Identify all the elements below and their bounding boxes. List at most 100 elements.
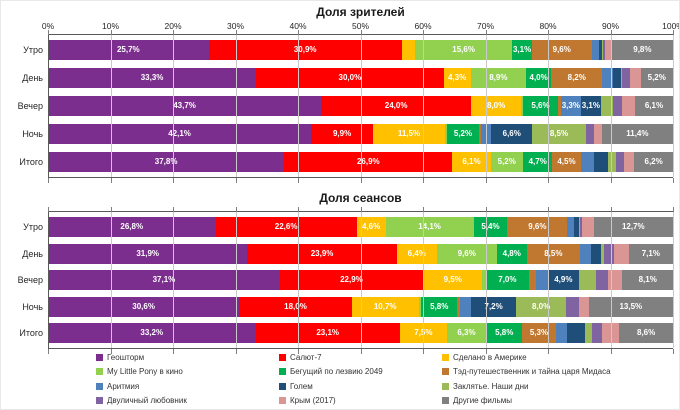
data-label: 6,2% [644, 157, 663, 166]
axis-tick [673, 207, 674, 212]
stacked-bar: 33,2%23,1%7,5%6,3%5,8%5,3%8,6% [48, 323, 673, 343]
legend-swatch-icon [442, 354, 449, 362]
x-axis-tick-label: 50% [351, 21, 370, 31]
bar-segment [620, 68, 623, 88]
axis-tick [485, 178, 487, 183]
stacked-bar: 42,1% 9,9% 11,5% 5,2% 6,6% 8,5% 11,4% [48, 124, 673, 144]
bar-segment [567, 217, 574, 237]
data-label: 4,3% [447, 73, 467, 82]
bar-segment [601, 40, 603, 60]
category-label: Ночь [22, 301, 43, 312]
bar-segment [613, 96, 623, 116]
axis-tick [298, 207, 299, 212]
legend-label: My Little Pony в кино [107, 367, 183, 377]
data-label: 5,2% [647, 73, 666, 82]
data-label: 33,2% [140, 328, 164, 337]
axis-tick [48, 30, 49, 35]
bar-segment [579, 243, 591, 264]
data-label: 22,6% [274, 222, 298, 231]
data-label: 5,8% [430, 301, 449, 311]
data-label: 4,7% [528, 157, 547, 166]
bar-segment: 5,8% [421, 296, 458, 317]
legend-swatch-icon [442, 382, 449, 390]
legend-item: Двуличный любовник [96, 395, 279, 406]
data-label: 4,6% [362, 222, 381, 231]
category-label: День [22, 73, 43, 83]
data-label: 15,6% [452, 45, 475, 54]
gridline [423, 35, 424, 177]
bar-segment: 4,7% [523, 152, 553, 172]
data-label: 5,4% [481, 222, 500, 231]
data-label: 6,1% [462, 157, 481, 166]
bar-segment: 4,8% [496, 243, 527, 264]
bar-segment: 6,1% [452, 152, 491, 172]
bar-segment: 10,7% [351, 296, 419, 317]
bar-segment: 8,1% [622, 270, 673, 290]
bar-segment: 31,9% [48, 243, 248, 264]
legend-swatch-icon [96, 368, 103, 376]
category-row: День 33,3% 30,0% 4,3% 8,9% 4,0% 8,2% 5,2% [22, 68, 673, 88]
bar-segment [521, 96, 523, 116]
category-row: Ночь 42,1% 9,9% 11,5% 5,2% 6,6% 8,5% 11,4% [22, 124, 673, 144]
bar-segment: 5,2% [640, 68, 673, 88]
legend-swatch-icon [279, 368, 286, 376]
x-axis-tick-label: 10% [101, 21, 120, 31]
axis-tick [235, 30, 237, 35]
x-axis-tick-label: 60% [414, 21, 432, 31]
bar-segment [555, 323, 567, 343]
y-axis-line [48, 35, 49, 177]
bar-segment [566, 323, 585, 343]
legend-item: Тэд-путешественник и тайна царя Мидаса [442, 366, 648, 377]
data-label: 4,8% [502, 248, 521, 258]
axis-tick [548, 30, 549, 35]
gridline [548, 212, 549, 348]
bar-segment: 4,6% [356, 217, 386, 237]
data-label: 23,1% [316, 328, 340, 337]
bar-segment: 3,1% [581, 96, 601, 116]
axis-tick [235, 178, 237, 183]
axis-tick [673, 178, 674, 183]
bar-segment [613, 68, 621, 88]
gridline [485, 35, 487, 177]
gridline [298, 212, 299, 348]
axis-tick [485, 207, 487, 212]
data-label: 5,2% [453, 129, 473, 138]
axis-tick [610, 349, 612, 354]
axis-tick [110, 178, 112, 183]
axis-tick [360, 30, 362, 35]
bar-segment [604, 40, 612, 60]
bar-segment: 9,8% [611, 40, 673, 60]
bar-segment: 12,7% [593, 217, 673, 237]
bar-segment [536, 270, 548, 290]
x-axis-tick-label: 0% [41, 21, 55, 31]
x-axis-tick-label: 30% [226, 21, 245, 31]
legend-label: Двуличный любовник [107, 395, 187, 405]
bar-segment [578, 296, 589, 317]
axis-tick [298, 30, 299, 35]
bar-segment: 5,3% [522, 323, 556, 343]
axis-tick [173, 207, 174, 212]
data-label: 7,2% [484, 301, 503, 311]
legend-item: Другие фильмы [442, 395, 648, 406]
bar-segment [600, 96, 613, 116]
bar-segment: 5,6% [523, 96, 558, 116]
legend-item: My Little Pony в кино [96, 366, 279, 377]
category-label: Утро [23, 45, 43, 55]
bar-segment: 24,0% [321, 96, 472, 116]
bar-segment: 6,3% [446, 323, 487, 343]
legend-label: Геошторм [107, 353, 145, 363]
category-label: Ночь [22, 129, 43, 139]
legend-item: Геошторм [96, 352, 279, 363]
data-label: 4,5% [557, 157, 576, 166]
bar-segment: 7,0% [485, 270, 530, 290]
bar-segment: 25,7% [48, 40, 209, 60]
bar-segment: 13,5% [588, 296, 673, 317]
data-label: 30,0% [338, 73, 362, 82]
gridline [610, 35, 612, 177]
data-label: 3,3% [561, 101, 580, 110]
category-label: Итого [19, 157, 43, 167]
data-label: 9,5% [443, 275, 462, 284]
bar-segment [604, 243, 615, 264]
data-label: 4,0% [529, 73, 548, 82]
x-axis-tick-label: 70% [476, 21, 495, 31]
